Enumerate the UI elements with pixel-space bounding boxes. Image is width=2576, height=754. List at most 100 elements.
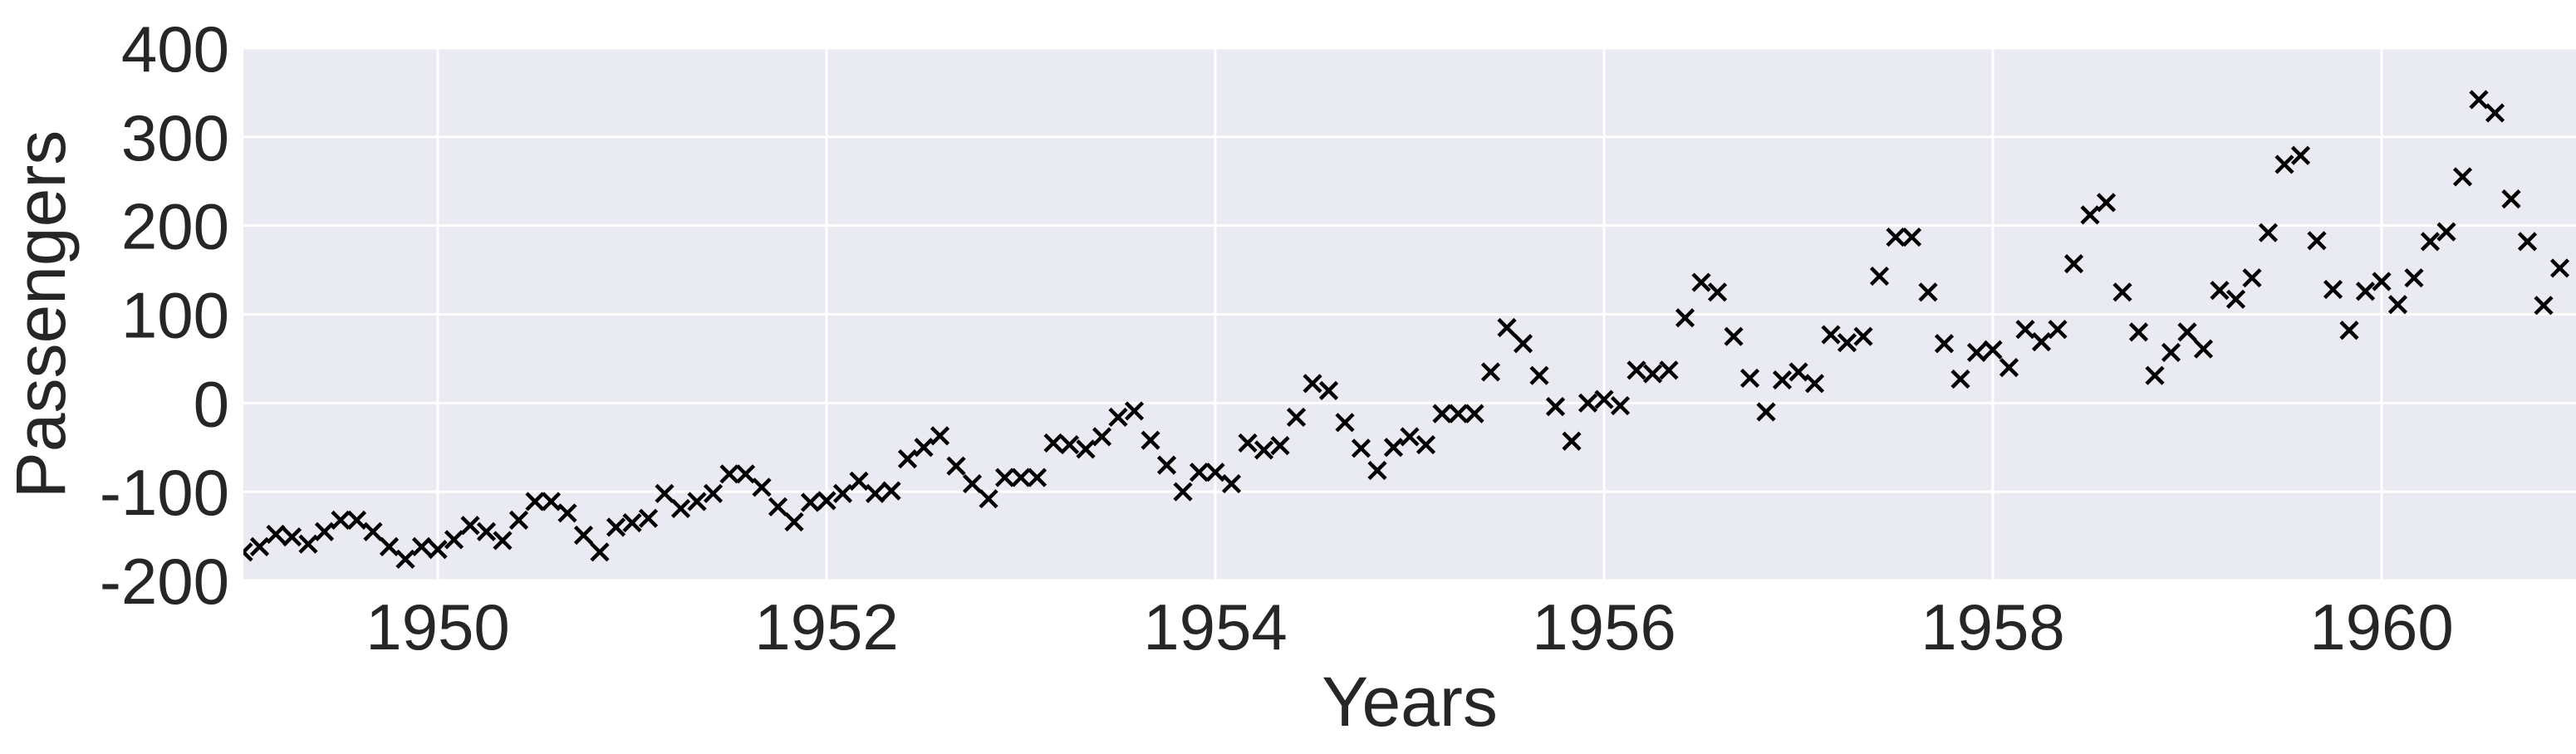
data-point <box>1238 433 1258 453</box>
data-point <box>655 483 675 503</box>
data-point <box>1303 374 1322 394</box>
data-point <box>1659 360 1679 380</box>
data-point <box>865 483 886 503</box>
data-point <box>2080 205 2100 225</box>
data-point <box>1950 369 1970 389</box>
x-tick-label: 1950 <box>366 590 510 663</box>
x-tick-label: 1958 <box>1921 590 2065 663</box>
data-point <box>1999 358 2019 378</box>
data-point <box>2372 272 2392 291</box>
data-point <box>1108 407 1128 428</box>
data-point <box>493 531 513 551</box>
data-point <box>379 536 400 556</box>
data-point <box>1513 334 1533 354</box>
data-point <box>622 512 642 533</box>
data-point <box>1627 360 1646 380</box>
data-point <box>2323 279 2343 300</box>
x-tick-label: 1952 <box>754 590 899 663</box>
y-tick-label: 400 <box>121 12 229 86</box>
data-point <box>1497 317 1517 338</box>
data-point <box>2404 268 2424 288</box>
data-point <box>1221 473 1242 494</box>
data-point <box>2145 365 2165 385</box>
data-point <box>687 492 707 512</box>
data-point <box>752 477 772 497</box>
y-axis-label: Passengers <box>2 130 80 499</box>
data-point <box>1416 434 1436 455</box>
data-point <box>1901 227 1922 247</box>
y-tick-labels: -200 -100 0 100 200 300 400 <box>100 12 229 618</box>
data-point <box>1610 395 1631 416</box>
data-point <box>2096 193 2117 213</box>
data-point <box>2355 282 2376 301</box>
data-point <box>1480 362 1501 382</box>
data-point <box>670 498 691 519</box>
data-point <box>1059 434 1080 455</box>
data-point <box>914 438 934 458</box>
data-point <box>1577 393 1598 413</box>
x-tick-label: 1960 <box>2309 590 2454 663</box>
data-point <box>2517 232 2538 252</box>
data-point <box>2048 320 2068 340</box>
data-point <box>897 449 918 469</box>
y-tick-label: 0 <box>194 367 229 440</box>
data-point <box>817 491 837 511</box>
data-point <box>1691 272 1711 292</box>
data-point <box>979 489 999 509</box>
data-point <box>1286 407 1307 428</box>
data-point <box>2210 281 2230 301</box>
data-point <box>525 492 545 512</box>
data-point <box>508 510 529 530</box>
data-point <box>541 492 562 512</box>
data-point <box>800 492 821 512</box>
data-point <box>2420 232 2441 252</box>
data-point <box>1804 374 1825 394</box>
data-point <box>930 426 950 446</box>
data-point <box>2452 167 2473 187</box>
data-point <box>2128 322 2149 342</box>
data-point <box>1739 368 1760 389</box>
data-point <box>2193 339 2214 359</box>
data-point <box>1156 455 1177 475</box>
data-point <box>1027 468 1048 487</box>
data-point <box>444 530 464 550</box>
data-point <box>1141 430 1160 450</box>
data-point <box>2485 103 2505 123</box>
data-point <box>1837 333 1857 353</box>
data-point <box>2063 254 2084 274</box>
data-point <box>2031 332 2052 352</box>
data-point <box>768 497 788 517</box>
data-point <box>411 536 432 556</box>
data-point <box>1383 438 1404 458</box>
data-point <box>249 536 270 556</box>
data-point <box>1594 389 1614 409</box>
data-point <box>1724 326 1744 346</box>
data-point <box>784 512 804 532</box>
data-point <box>1918 282 1938 302</box>
y-tick-label: -200 <box>100 545 229 618</box>
data-point <box>2501 189 2521 209</box>
data-point <box>363 521 383 541</box>
x-tick-label: 1956 <box>1532 590 1676 663</box>
data-point <box>1545 397 1566 417</box>
data-point <box>1707 282 1728 302</box>
data-point <box>1011 468 1031 487</box>
x-tick-label: 1954 <box>1143 590 1288 663</box>
data-point <box>282 527 302 547</box>
data-point <box>590 542 610 562</box>
data-point <box>243 542 253 562</box>
data-point <box>1367 460 1387 481</box>
data-point <box>1983 340 2003 360</box>
data-point <box>2242 268 2262 288</box>
data-point <box>1642 364 1663 384</box>
data-point <box>1318 380 1339 400</box>
grid-lines <box>243 47 2576 582</box>
y-tick-label: 300 <box>121 101 229 174</box>
data-point <box>298 534 318 554</box>
data-point <box>881 481 901 501</box>
data-point <box>1270 436 1290 456</box>
data-point <box>1529 365 1549 385</box>
data-point <box>2339 321 2359 340</box>
data-point <box>266 524 286 545</box>
